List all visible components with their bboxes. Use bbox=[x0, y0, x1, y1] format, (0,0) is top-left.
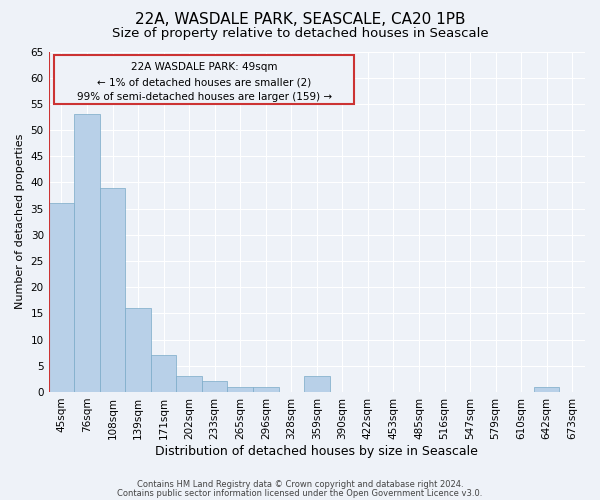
Text: 22A WASDALE PARK: 49sqm: 22A WASDALE PARK: 49sqm bbox=[131, 62, 277, 72]
Bar bbox=[100, 188, 125, 392]
Bar bbox=[125, 308, 151, 392]
Text: Contains HM Land Registry data © Crown copyright and database right 2024.: Contains HM Land Registry data © Crown c… bbox=[137, 480, 463, 489]
Bar bbox=[176, 376, 202, 392]
Bar bbox=[227, 386, 253, 392]
X-axis label: Distribution of detached houses by size in Seascale: Distribution of detached houses by size … bbox=[155, 444, 478, 458]
Bar bbox=[49, 204, 74, 392]
FancyBboxPatch shape bbox=[54, 55, 355, 104]
Bar bbox=[202, 382, 227, 392]
Text: 99% of semi-detached houses are larger (159) →: 99% of semi-detached houses are larger (… bbox=[77, 92, 332, 102]
Bar bbox=[151, 356, 176, 392]
Text: Contains public sector information licensed under the Open Government Licence v3: Contains public sector information licen… bbox=[118, 490, 482, 498]
Text: Size of property relative to detached houses in Seascale: Size of property relative to detached ho… bbox=[112, 28, 488, 40]
Text: 22A, WASDALE PARK, SEASCALE, CA20 1PB: 22A, WASDALE PARK, SEASCALE, CA20 1PB bbox=[135, 12, 465, 28]
Y-axis label: Number of detached properties: Number of detached properties bbox=[15, 134, 25, 310]
Bar bbox=[304, 376, 329, 392]
Bar bbox=[534, 386, 559, 392]
Bar bbox=[253, 386, 278, 392]
Bar bbox=[74, 114, 100, 392]
Text: ← 1% of detached houses are smaller (2): ← 1% of detached houses are smaller (2) bbox=[97, 77, 311, 87]
